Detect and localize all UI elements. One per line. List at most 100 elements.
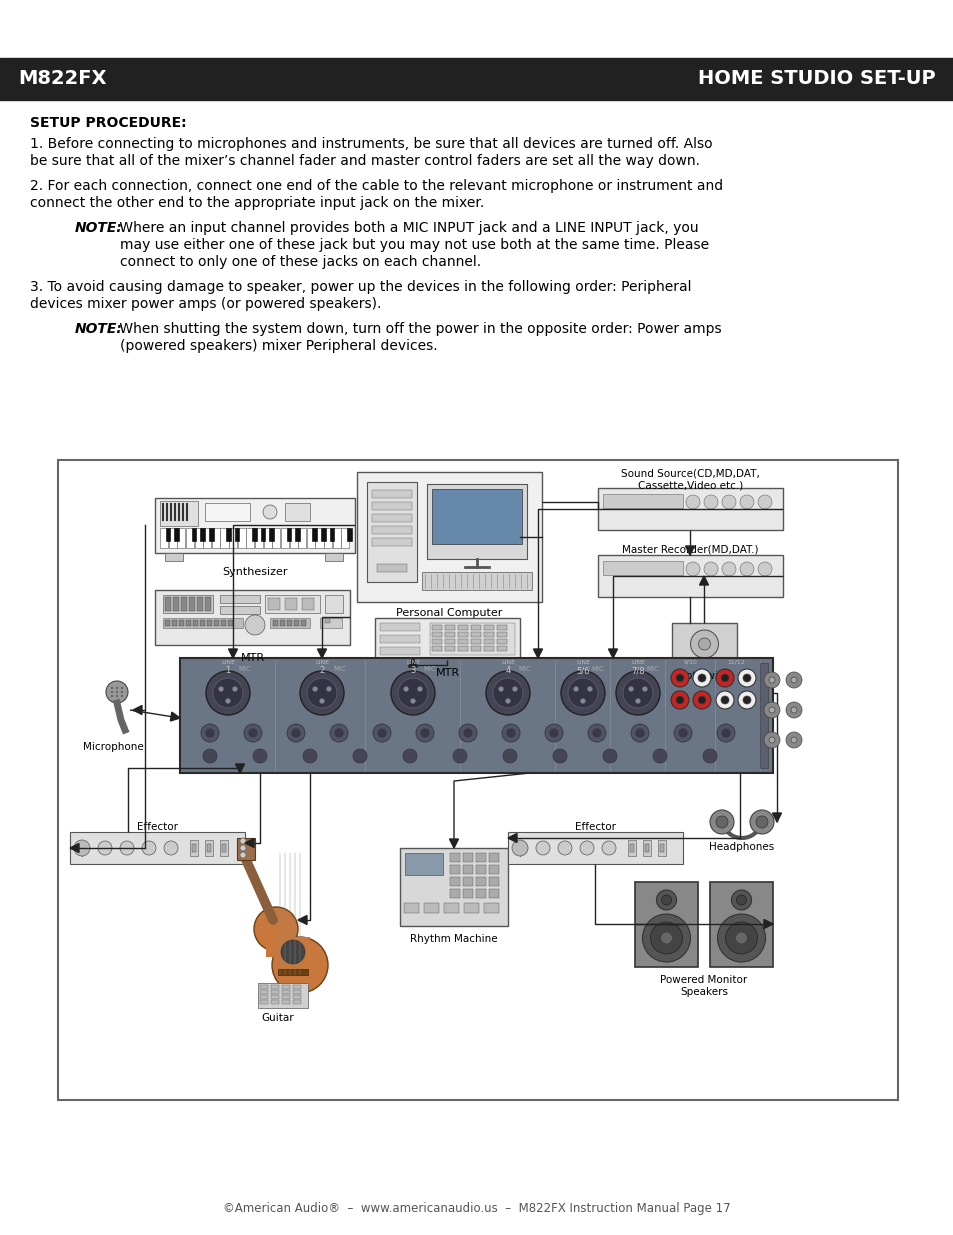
Circle shape <box>233 687 237 692</box>
Circle shape <box>453 748 467 763</box>
Text: LINE: LINE <box>314 659 329 664</box>
Circle shape <box>567 678 598 708</box>
Circle shape <box>785 672 801 688</box>
Bar <box>497 646 506 651</box>
Bar <box>315 529 323 548</box>
Circle shape <box>560 671 604 715</box>
Circle shape <box>656 890 676 910</box>
Bar <box>257 983 308 1008</box>
Bar <box>163 595 213 613</box>
Bar <box>172 620 177 626</box>
Text: Synthesizer: Synthesizer <box>222 567 288 577</box>
Polygon shape <box>229 650 237 658</box>
Text: MIC: MIC <box>423 666 436 672</box>
Text: Personal Computer: Personal Computer <box>395 608 502 618</box>
Bar <box>444 638 455 643</box>
Bar <box>186 529 193 548</box>
Circle shape <box>641 687 647 692</box>
Bar <box>483 625 494 630</box>
Text: 2: 2 <box>319 666 324 676</box>
Circle shape <box>121 692 123 693</box>
Bar <box>282 995 290 999</box>
Bar <box>372 538 412 546</box>
Circle shape <box>763 672 780 688</box>
Circle shape <box>417 687 422 692</box>
Polygon shape <box>408 658 417 667</box>
Bar <box>203 529 212 548</box>
Circle shape <box>768 706 774 713</box>
Polygon shape <box>608 650 617 658</box>
Circle shape <box>709 810 733 834</box>
Text: Cassette,Video etc.): Cassette,Video etc.) <box>638 480 742 490</box>
Bar <box>192 529 196 541</box>
Bar <box>200 620 205 626</box>
Bar <box>367 482 416 582</box>
Bar <box>476 864 485 874</box>
Text: MIC: MIC <box>518 666 531 672</box>
Circle shape <box>721 562 735 576</box>
Circle shape <box>676 697 683 704</box>
Bar <box>483 632 494 637</box>
Bar <box>260 986 268 989</box>
Bar <box>372 490 412 498</box>
Circle shape <box>579 841 594 855</box>
Bar <box>213 620 219 626</box>
Bar <box>432 632 441 637</box>
Bar <box>760 663 767 768</box>
Bar <box>205 597 211 611</box>
Text: 5/6: 5/6 <box>576 666 589 676</box>
Bar <box>273 620 277 626</box>
Bar <box>379 635 419 643</box>
Circle shape <box>142 841 156 855</box>
Bar <box>196 597 203 611</box>
Text: LINE: LINE <box>630 659 644 664</box>
Circle shape <box>111 692 112 693</box>
Circle shape <box>291 727 301 739</box>
Bar <box>174 529 179 541</box>
Bar <box>462 889 473 898</box>
Bar <box>457 632 468 637</box>
Circle shape <box>505 727 516 739</box>
Bar <box>287 620 292 626</box>
Bar <box>290 529 297 548</box>
Bar <box>293 986 301 989</box>
Bar <box>269 529 274 541</box>
Bar <box>207 844 211 852</box>
Circle shape <box>785 732 801 748</box>
Bar <box>194 529 202 548</box>
Bar <box>457 638 468 643</box>
Bar <box>356 472 541 601</box>
Bar <box>471 646 480 651</box>
Bar <box>476 889 485 898</box>
Bar <box>457 625 468 630</box>
Circle shape <box>116 687 118 689</box>
Bar <box>222 844 226 852</box>
Bar <box>285 503 310 521</box>
Polygon shape <box>297 915 307 925</box>
Circle shape <box>248 727 257 739</box>
Bar <box>189 597 194 611</box>
Circle shape <box>735 932 747 944</box>
Bar <box>285 598 296 610</box>
Circle shape <box>225 699 231 704</box>
Bar <box>180 658 772 773</box>
Circle shape <box>240 839 246 844</box>
Circle shape <box>376 727 387 739</box>
Bar <box>372 514 412 522</box>
Circle shape <box>201 724 219 742</box>
Circle shape <box>299 671 344 715</box>
Bar <box>444 646 455 651</box>
Text: When shutting the system down, turn off the power in the opposite order: Power a: When shutting the system down, turn off … <box>115 322 720 336</box>
Circle shape <box>698 697 705 704</box>
Bar <box>280 529 289 548</box>
Circle shape <box>601 841 616 855</box>
Circle shape <box>616 671 659 715</box>
Text: Foot Switch: Foot Switch <box>674 671 734 680</box>
Bar <box>324 529 332 548</box>
Bar <box>450 864 459 874</box>
Circle shape <box>416 724 434 742</box>
Bar <box>160 501 198 526</box>
Bar <box>463 903 478 913</box>
Bar <box>280 620 285 626</box>
Bar <box>405 853 442 876</box>
